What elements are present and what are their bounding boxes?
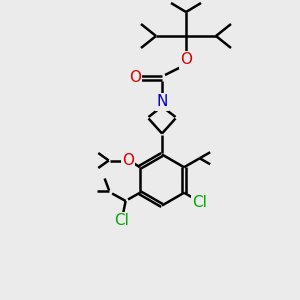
Text: N: N <box>156 94 168 110</box>
Text: O: O <box>129 70 141 86</box>
Text: Cl: Cl <box>114 213 129 228</box>
Text: O: O <box>180 52 192 68</box>
Text: Cl: Cl <box>192 195 207 210</box>
Text: O: O <box>122 153 134 168</box>
